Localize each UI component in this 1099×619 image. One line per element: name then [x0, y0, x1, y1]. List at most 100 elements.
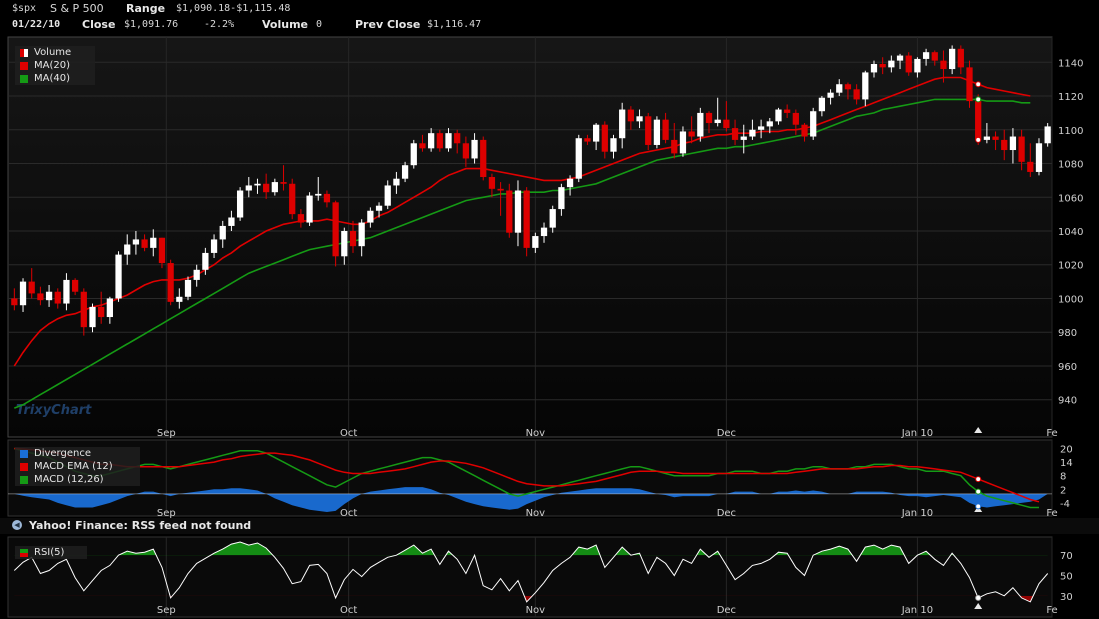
series-marker	[975, 503, 982, 510]
rsi-line	[13, 541, 1049, 603]
close-label: Close	[82, 18, 116, 31]
y-tick-label: 960	[1058, 362, 1077, 373]
candle-body	[280, 182, 287, 184]
rsi-y-tick-label: 30	[1060, 592, 1073, 603]
legend-item-divergence: Divergence	[15, 447, 140, 460]
candle-body	[445, 133, 452, 149]
change-percent: -2.2%	[204, 19, 235, 30]
legend-label: MACD EMA (12)	[34, 461, 113, 472]
y-tick-label: 1080	[1058, 160, 1083, 171]
candle-body	[349, 231, 357, 247]
series-marker	[975, 594, 982, 601]
volume-label: Volume	[262, 18, 308, 31]
candle-body	[853, 89, 860, 100]
candle-body	[940, 60, 947, 70]
candle-body	[367, 210, 374, 223]
candle-body	[63, 279, 70, 304]
candle-body	[176, 296, 183, 302]
candle-body	[558, 187, 565, 210]
rss-back-icon[interactable]: ◀	[12, 520, 22, 530]
date-marker-icon	[974, 427, 983, 433]
rsi-legend: RSI(5)	[15, 546, 87, 559]
legend-label: Volume	[34, 47, 72, 58]
macd-y-tick-label: 14	[1060, 458, 1073, 469]
candle-body	[532, 236, 539, 248]
ma40-line	[14, 98, 1031, 409]
series-marker	[975, 488, 982, 495]
rss-bar: ◀ Yahoo! Finance: RSS feed not found	[0, 518, 1099, 534]
candle-body	[167, 263, 174, 302]
candle-body	[263, 183, 270, 193]
candle-body	[610, 138, 617, 152]
candle-body	[384, 185, 391, 206]
quote-date: 01/22/10	[12, 19, 61, 30]
date-marker-icon	[974, 603, 983, 609]
x-tick-label: Jan 10	[901, 508, 933, 519]
macd-y-tick-label: -4	[1060, 499, 1070, 510]
x-tick-label: Dec	[717, 605, 736, 616]
rsi-y-tick-label: 70	[1060, 551, 1073, 562]
y-tick-label: 1060	[1058, 193, 1083, 204]
candle-body	[957, 48, 964, 68]
legend-label: MA(20)	[34, 60, 70, 71]
candle-body	[306, 195, 313, 223]
candle-body	[436, 133, 443, 149]
divergence-swatch-icon	[20, 450, 28, 458]
candle-body	[792, 112, 799, 125]
macd-legend: Divergence MACD EMA (12) MACD (12,26)	[15, 447, 140, 486]
legend-item-ma20: MA(20)	[15, 59, 95, 72]
candle-body	[775, 109, 782, 122]
candle-body	[375, 205, 383, 211]
candle-body	[888, 60, 895, 68]
legend-item-macd: MACD (12,26)	[15, 473, 140, 486]
x-tick-label: Sep	[157, 508, 176, 519]
candle-body	[236, 190, 244, 218]
candle-body	[488, 177, 496, 189]
macd-y-tick-label: 20	[1060, 445, 1073, 456]
candle-body	[332, 202, 339, 257]
candle-body	[740, 136, 747, 140]
candle-body	[228, 217, 235, 226]
candle-body	[896, 55, 904, 61]
candle-body	[323, 193, 331, 203]
candle-body	[1027, 161, 1034, 172]
legend-label: Divergence	[34, 448, 91, 459]
y-tick-label: 980	[1058, 328, 1077, 339]
candle-body	[297, 214, 305, 223]
candle-body	[1001, 139, 1008, 151]
candle-body	[124, 244, 131, 255]
candle-body	[89, 306, 96, 328]
candle-body	[983, 136, 991, 140]
candle-body	[471, 139, 478, 159]
candle-body	[697, 112, 704, 137]
volume-value: 0	[316, 19, 323, 30]
candle-body	[184, 279, 192, 297]
x-tick-label: Nov	[526, 428, 546, 439]
candle-body	[71, 279, 79, 292]
rsi-y-tick-label: 50	[1060, 572, 1073, 583]
x-tick-label: Nov	[526, 605, 546, 616]
candle-body	[679, 131, 687, 154]
candle-body	[393, 178, 400, 186]
quote-header: $spx S & P 500 Range $1,090.18-$1,115.48…	[0, 0, 1099, 34]
candle-body	[757, 126, 765, 130]
prev-close-label: Prev Close	[355, 18, 421, 31]
series-marker	[975, 81, 982, 88]
candle-body	[714, 119, 721, 124]
candle-body	[523, 190, 530, 248]
candle-body	[636, 116, 643, 122]
candle-body	[922, 52, 930, 59]
x-tick-label: Fe	[1046, 605, 1057, 616]
candle-body	[54, 291, 61, 304]
candle-body	[202, 252, 209, 270]
candle-body	[1009, 136, 1017, 151]
candle-body	[341, 231, 348, 257]
ma40-swatch-icon	[20, 75, 28, 83]
x-tick-label: Fe	[1046, 428, 1057, 439]
candle-body	[254, 183, 261, 186]
range-value: $1,090.18-$1,115.48	[176, 3, 291, 14]
series-marker	[975, 96, 982, 103]
divergence-area	[14, 487, 1048, 512]
candle-body	[671, 139, 678, 154]
